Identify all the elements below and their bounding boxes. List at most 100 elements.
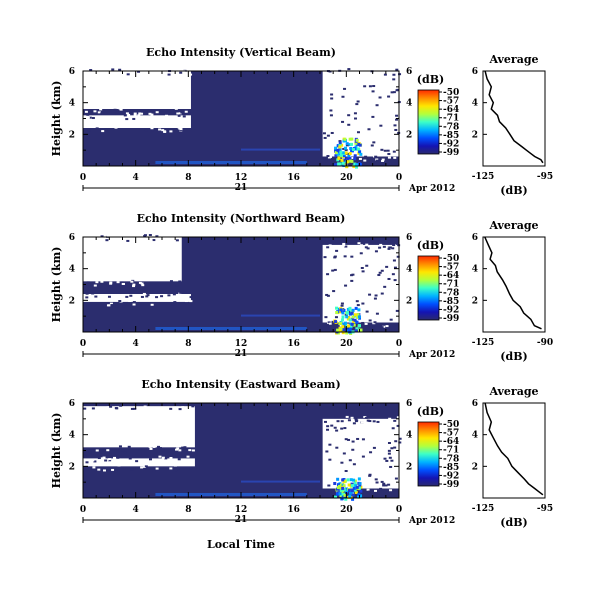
ground-echo-layer — [155, 493, 307, 496]
speckle — [123, 114, 127, 117]
average-xlabel: (dB) — [500, 184, 527, 197]
speckle — [354, 117, 358, 120]
speckle — [392, 489, 396, 492]
panel-1: Echo Intensity (Northward Beam) 2 2 4 4 6 6 0 4 8… — [50, 212, 553, 363]
speckle — [116, 456, 120, 459]
speckle — [117, 458, 121, 461]
speckle — [383, 73, 387, 76]
speckle — [88, 116, 92, 119]
speckle — [169, 467, 173, 470]
speckle — [181, 446, 185, 449]
speckle — [385, 325, 389, 328]
speckle — [330, 97, 334, 100]
speckle — [144, 465, 148, 468]
strong-echo-cell — [353, 157, 357, 161]
speckle — [333, 268, 337, 271]
speckle — [344, 149, 348, 152]
strong-echo-cell — [355, 327, 359, 331]
strong-echo-cell — [359, 328, 363, 332]
speckle — [322, 156, 326, 159]
strong-echo-cell — [335, 492, 339, 496]
speckle — [115, 407, 119, 410]
avg-y-tick-label: 6 — [472, 233, 478, 243]
avg-x-tick-label: -95 — [537, 172, 553, 182]
strong-echo-cell — [344, 151, 348, 155]
speckle — [380, 480, 384, 483]
strong-echo-cell — [342, 158, 346, 162]
speckle — [125, 406, 129, 409]
speckle — [375, 158, 379, 161]
speckle — [328, 443, 332, 446]
speckle — [347, 438, 351, 441]
strong-echo-cell — [359, 489, 363, 493]
speckle — [385, 459, 389, 462]
strong-echo-cell — [338, 329, 342, 333]
strong-echo-cell — [340, 497, 344, 501]
speckle — [91, 292, 95, 295]
x-tick-label: 12 — [235, 339, 248, 349]
speckle — [174, 469, 178, 472]
speckle — [379, 124, 383, 127]
strong-echo-cell — [354, 313, 358, 317]
speckle — [125, 118, 129, 121]
speckle — [365, 264, 369, 267]
strong-echo-cell — [351, 315, 355, 319]
speckle — [151, 129, 155, 132]
strong-echo-cell — [336, 152, 340, 156]
speckle — [389, 318, 393, 321]
speckle — [325, 293, 329, 296]
speckle — [326, 428, 330, 431]
speckle — [89, 69, 93, 72]
speckle — [333, 68, 337, 71]
speckle — [395, 114, 399, 117]
speckle — [364, 416, 368, 419]
speckle — [175, 239, 179, 242]
strong-echo-cell — [337, 310, 341, 314]
colorbar-tick-label: -92 — [443, 305, 459, 315]
speckle — [326, 294, 330, 297]
speckle — [112, 112, 116, 115]
speckle — [355, 300, 359, 303]
avg-y-tick-label: 2 — [472, 462, 478, 472]
speckle — [340, 420, 344, 423]
speckle — [158, 128, 162, 131]
date-label: Apr 2012 — [408, 516, 455, 526]
speckle — [326, 425, 330, 428]
strong-echo-cell — [348, 318, 352, 322]
speckle — [161, 448, 165, 451]
x-tick-label: 12 — [235, 173, 248, 183]
speckle — [333, 426, 337, 429]
speckle — [374, 68, 378, 71]
strong-echo-cell — [357, 151, 361, 155]
speckle — [106, 449, 110, 452]
avg-y-tick-label: 6 — [472, 399, 478, 409]
speckle — [323, 256, 327, 259]
speckle — [106, 406, 110, 409]
strong-echo-cell — [339, 150, 343, 154]
speckle — [340, 461, 344, 464]
speckle — [363, 85, 367, 88]
x-tick-label: 0 — [80, 339, 86, 349]
strong-echo-cell — [351, 497, 355, 501]
strong-echo-cell — [337, 156, 341, 160]
no-data-region — [83, 237, 182, 282]
speckle — [93, 110, 97, 113]
speckle — [387, 483, 391, 486]
strong-echo-cell — [355, 320, 359, 324]
speckle — [189, 467, 193, 470]
speckle — [100, 235, 104, 238]
speckle — [127, 281, 131, 284]
speckle — [352, 463, 356, 466]
x-tick-label: 8 — [185, 339, 191, 349]
speckle — [373, 421, 377, 424]
strong-echo-cell — [342, 480, 346, 484]
strong-echo-cell — [338, 162, 342, 166]
strong-echo-cell — [334, 151, 338, 155]
strong-echo-cell — [350, 489, 354, 493]
speckle — [83, 407, 87, 410]
speckle — [176, 447, 180, 450]
speckle — [393, 156, 397, 159]
speckle — [189, 296, 193, 299]
date-label: Apr 2012 — [408, 184, 455, 194]
speckle — [182, 115, 186, 118]
